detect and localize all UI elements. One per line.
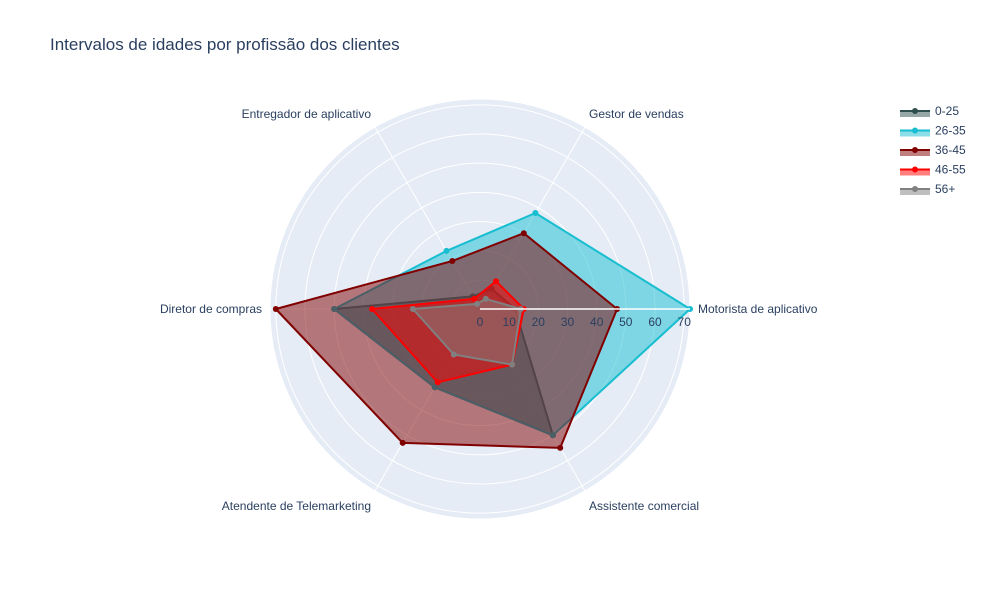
legend-label: 46-55	[935, 163, 966, 177]
data-point	[474, 300, 481, 307]
category-label: Assistente comercial	[589, 499, 699, 513]
radial-tick-label: 50	[619, 315, 633, 329]
data-point	[532, 210, 539, 216]
series-layer	[272, 210, 693, 451]
data-point	[443, 247, 450, 254]
category-label: Atendente de Telemarketing	[222, 499, 371, 513]
category-label: Diretor de compras	[160, 302, 262, 316]
data-point	[493, 278, 499, 285]
data-point	[520, 230, 527, 237]
legend-label: 36-45	[935, 143, 966, 157]
legend-item-0-25[interactable]: 0-25	[900, 104, 959, 118]
data-point	[399, 439, 406, 446]
data-point	[272, 306, 279, 312]
series-56+	[409, 295, 524, 368]
data-point	[369, 306, 376, 312]
legend-marker	[912, 147, 918, 153]
category-label: Gestor de vendas	[589, 107, 684, 121]
legend-marker	[912, 127, 918, 134]
legend-item-26-35[interactable]: 26-35	[900, 124, 966, 138]
legend-item-36-45[interactable]: 36-45	[900, 143, 966, 157]
legend-marker	[912, 108, 918, 114]
data-point	[557, 444, 564, 451]
radial-axis: 0 10 20 30 40 50 60 70	[477, 308, 692, 329]
legend-item-56+[interactable]: 56+	[900, 182, 955, 196]
legend-label: 56+	[935, 182, 955, 196]
data-point	[482, 295, 489, 302]
radial-tick-label: 0	[477, 315, 484, 329]
data-point	[450, 351, 457, 358]
data-point	[449, 258, 456, 264]
legend-marker	[912, 186, 918, 192]
category-label: Motorista de aplicativo	[698, 302, 818, 316]
radial-tick-label: 10	[503, 315, 517, 329]
radial-tick-label: 30	[561, 315, 575, 329]
legend: 0-25 26-35 36-45 46-55 56+	[900, 104, 966, 196]
radial-tick-label: 70	[678, 315, 692, 329]
data-point	[471, 295, 478, 302]
legend-item-46-55[interactable]: 46-55	[900, 163, 966, 177]
data-point	[509, 361, 516, 368]
legend-label: 26-35	[935, 124, 966, 138]
legend-label: 0-25	[935, 104, 959, 118]
data-point	[409, 306, 416, 312]
legend-marker	[912, 166, 918, 173]
radial-tick-label: 60	[648, 315, 662, 329]
angular-axis-labels: Motorista de aplicativo Gestor de vendas E…	[160, 107, 818, 513]
chart-title: Intervalos de idades por profissão dos c…	[50, 35, 400, 54]
data-point	[434, 379, 441, 386]
radial-tick-label: 40	[590, 315, 604, 329]
category-label: Entregador de aplicativo	[242, 107, 372, 121]
radial-tick-label: 20	[532, 315, 546, 329]
